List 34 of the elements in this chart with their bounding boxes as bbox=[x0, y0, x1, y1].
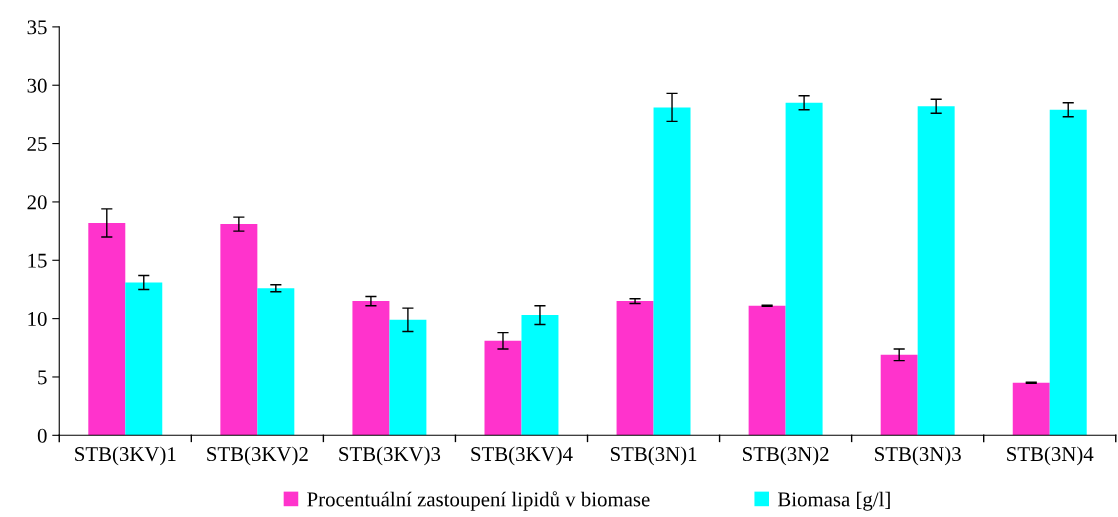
y-tick-label: 20 bbox=[27, 195, 47, 210]
bar bbox=[880, 354, 918, 436]
x-tick-label: STB(3KV)2 bbox=[207, 446, 308, 466]
x-tick-label: STB(3N)3 bbox=[875, 446, 961, 466]
y-tick-label: 15 bbox=[28, 253, 47, 268]
bar bbox=[748, 305, 786, 436]
x-tick-label: STB(3KV)3 bbox=[339, 446, 441, 466]
x-tick-label: STB(3KV)4 bbox=[471, 446, 573, 466]
bar bbox=[653, 107, 691, 436]
x-tick-label: STB(3N)4 bbox=[1007, 446, 1094, 466]
y-tick-label: 25 bbox=[27, 137, 47, 152]
y-tick-label: 5 bbox=[38, 370, 47, 385]
legend-label: Procentuální zastoupení lipidů v biomase bbox=[307, 491, 650, 511]
y-tick-label: 10 bbox=[28, 311, 47, 327]
bar bbox=[917, 106, 955, 436]
bar bbox=[88, 222, 126, 436]
bar bbox=[484, 340, 522, 436]
bar bbox=[521, 315, 559, 436]
bar bbox=[125, 282, 163, 436]
bar bbox=[785, 102, 823, 436]
y-tick-label: 30 bbox=[27, 78, 47, 93]
y-tick-label: 0 bbox=[37, 428, 47, 443]
bar bbox=[389, 319, 427, 436]
bar bbox=[257, 288, 295, 436]
legend-label: Biomasa [g/l] bbox=[777, 491, 890, 511]
x-tick-label: STB(3KV)1 bbox=[75, 446, 176, 466]
bar bbox=[352, 301, 390, 436]
bar bbox=[1012, 382, 1050, 436]
bar bbox=[1049, 109, 1087, 436]
bar bbox=[616, 301, 654, 436]
y-tick-label: 35 bbox=[27, 20, 47, 35]
bar bbox=[220, 224, 258, 436]
x-tick-label: STB(3N)2 bbox=[743, 446, 829, 466]
x-tick-label: STB(3N)1 bbox=[610, 446, 697, 466]
